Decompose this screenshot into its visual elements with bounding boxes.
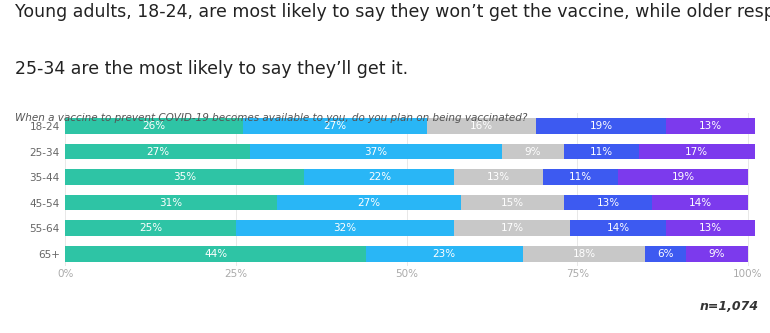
Bar — [454, 169, 543, 185]
Text: 11%: 11% — [590, 147, 613, 157]
Text: 25%: 25% — [139, 223, 162, 233]
Text: 16%: 16% — [470, 121, 494, 131]
Bar — [645, 246, 686, 261]
Text: 11%: 11% — [569, 172, 592, 182]
Bar — [502, 144, 564, 160]
Bar — [65, 246, 366, 261]
Text: 15%: 15% — [500, 197, 524, 207]
Text: Young adults, 18-24, are most likely to say they won’t get the vaccine, while ol: Young adults, 18-24, are most likely to … — [15, 3, 770, 21]
Text: 23%: 23% — [433, 249, 456, 259]
Bar — [461, 195, 564, 210]
Text: 31%: 31% — [159, 197, 182, 207]
Bar — [543, 169, 618, 185]
Bar — [65, 195, 277, 210]
Bar — [65, 169, 304, 185]
Text: 27%: 27% — [323, 121, 346, 131]
Bar — [243, 118, 427, 134]
Bar — [366, 246, 523, 261]
Bar — [652, 195, 748, 210]
Text: 19%: 19% — [590, 121, 613, 131]
Bar — [571, 220, 666, 236]
Bar — [523, 246, 645, 261]
Bar — [65, 118, 243, 134]
Text: 17%: 17% — [500, 223, 524, 233]
Text: n=1,074: n=1,074 — [699, 300, 758, 313]
Bar — [427, 118, 536, 134]
Text: 9%: 9% — [524, 147, 541, 157]
Text: 9%: 9% — [709, 249, 725, 259]
Bar — [65, 220, 236, 236]
Bar — [564, 144, 638, 160]
Text: 13%: 13% — [698, 121, 721, 131]
Text: 26%: 26% — [142, 121, 166, 131]
Text: When a vaccine to prevent COVID-19 becomes available to you, do you plan on bein: When a vaccine to prevent COVID-19 becom… — [15, 113, 527, 123]
Bar — [618, 169, 748, 185]
Text: 35%: 35% — [173, 172, 196, 182]
Text: 25-34 are the most likely to say they’ll get it.: 25-34 are the most likely to say they’ll… — [15, 60, 409, 78]
Text: 14%: 14% — [607, 223, 630, 233]
Text: 14%: 14% — [688, 197, 711, 207]
Bar — [277, 195, 461, 210]
Text: 32%: 32% — [333, 223, 357, 233]
Text: 37%: 37% — [364, 147, 387, 157]
Text: 18%: 18% — [572, 249, 595, 259]
Legend: Definitely Yes, Probably Yes, Not sure, Probably Not, Definitely Not: Definitely Yes, Probably Yes, Not sure, … — [57, 330, 485, 333]
Text: 27%: 27% — [146, 147, 169, 157]
Bar — [236, 220, 454, 236]
Text: 13%: 13% — [596, 197, 619, 207]
Text: 27%: 27% — [357, 197, 380, 207]
Text: 19%: 19% — [671, 172, 695, 182]
Text: 13%: 13% — [487, 172, 511, 182]
Bar — [454, 220, 571, 236]
Bar — [249, 144, 502, 160]
Bar — [564, 195, 652, 210]
Text: 6%: 6% — [658, 249, 675, 259]
Bar — [666, 118, 755, 134]
Text: 17%: 17% — [685, 147, 708, 157]
Text: 13%: 13% — [698, 223, 721, 233]
Bar — [666, 220, 755, 236]
Bar — [304, 169, 454, 185]
Bar — [686, 246, 748, 261]
Bar — [536, 118, 666, 134]
Text: 44%: 44% — [204, 249, 227, 259]
Text: 22%: 22% — [368, 172, 391, 182]
Bar — [65, 144, 249, 160]
Bar — [638, 144, 755, 160]
